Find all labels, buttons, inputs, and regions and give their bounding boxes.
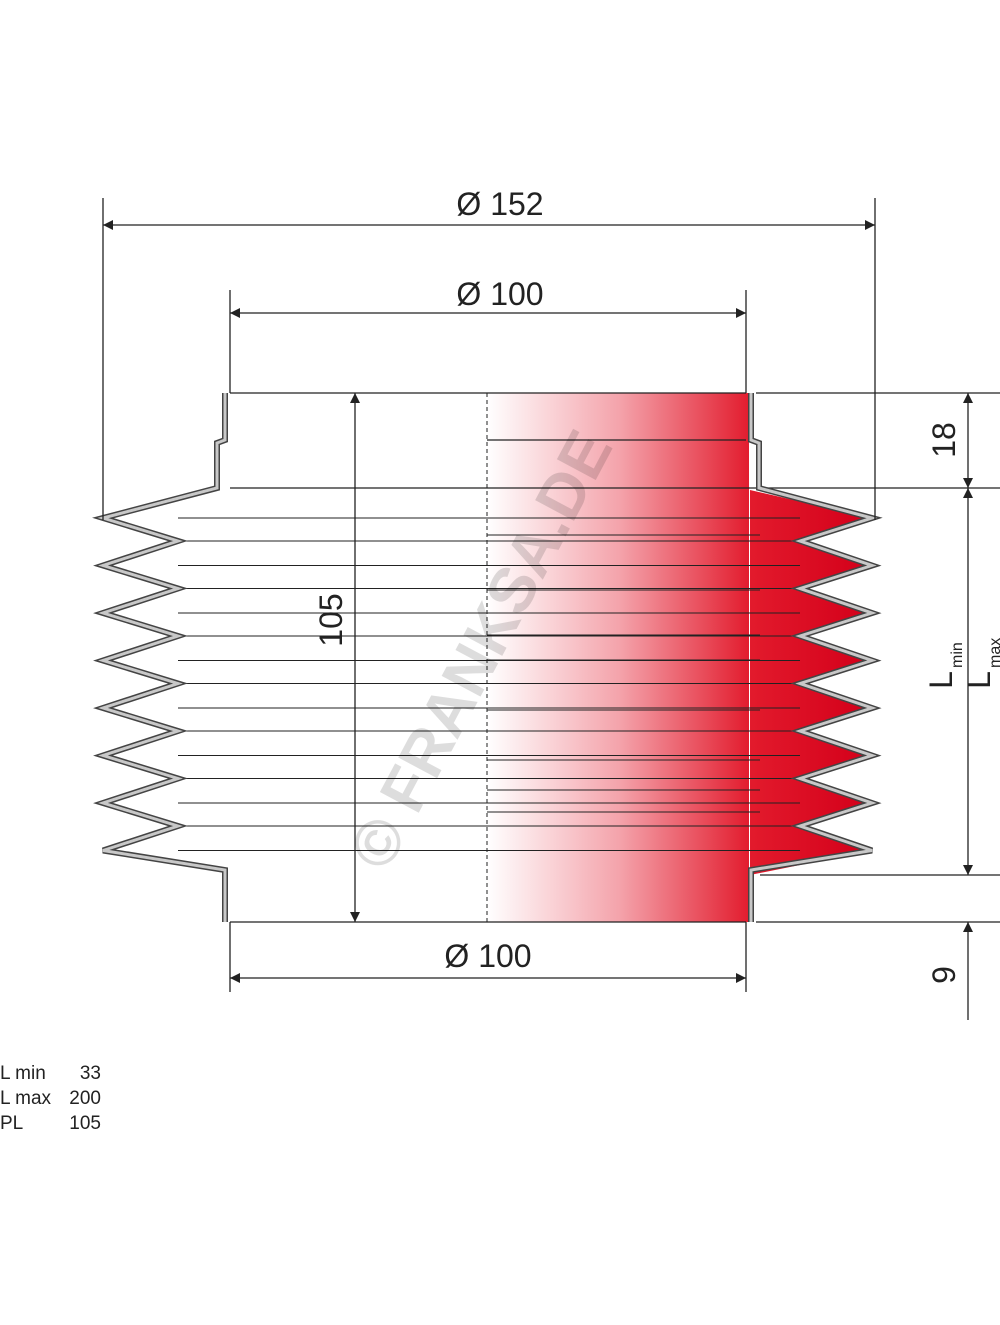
wall-outline	[92, 393, 228, 922]
spec-value: 200	[69, 1088, 101, 1109]
l-subscript: max	[987, 638, 1000, 668]
spec-label: L min	[0, 1063, 46, 1084]
spec-label: PL	[0, 1113, 23, 1134]
spec-value: 105	[69, 1113, 101, 1134]
l-subscript: min	[949, 642, 966, 668]
collar-bottom-dim: 9	[926, 966, 962, 984]
red-fill	[487, 393, 749, 922]
outer-diameter: Ø 152	[456, 186, 543, 222]
l-max-label: L max	[961, 638, 1000, 689]
wall	[97, 393, 227, 922]
bottom-diameter: Ø 100	[444, 938, 531, 974]
spec-value: 33	[80, 1063, 101, 1084]
spec-table: L min 33 L max 200 PL 105	[0, 1063, 101, 1134]
top-diameter: Ø 100	[456, 276, 543, 312]
bellows	[92, 198, 1000, 1020]
collar-top-dim: 18	[926, 422, 962, 458]
wall	[749, 393, 878, 922]
length-dim: 105	[313, 593, 349, 646]
spec-label: L max	[0, 1088, 52, 1109]
l-min-label: L min	[923, 642, 966, 689]
l-symbol: L	[961, 671, 997, 689]
l-symbol: L	[923, 671, 959, 689]
